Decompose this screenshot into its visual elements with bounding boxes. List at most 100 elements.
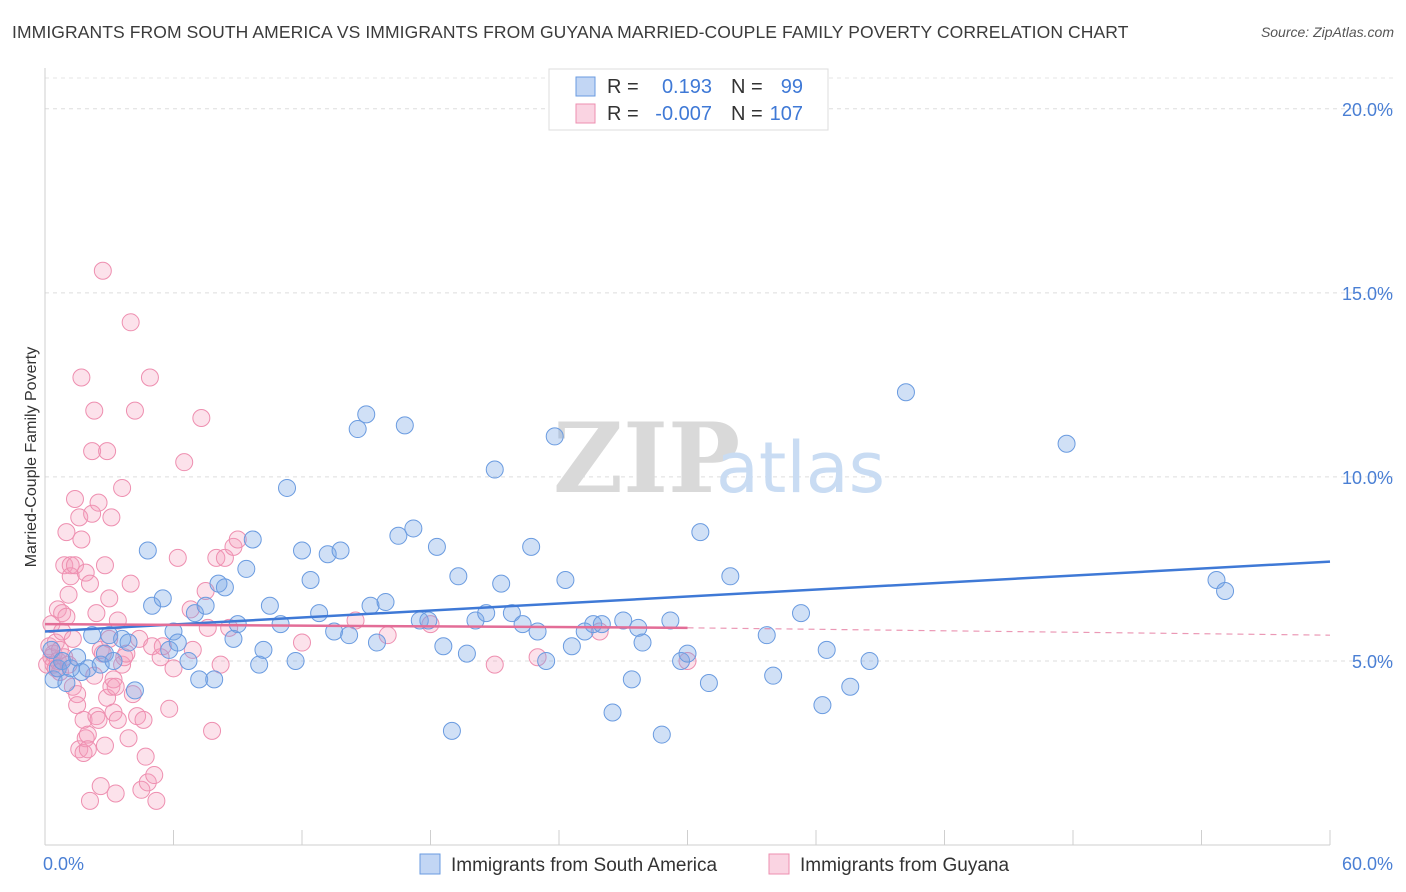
guyana-point: [203, 721, 222, 740]
south-america-point: [404, 519, 423, 538]
guyana-point: [147, 791, 166, 810]
south-america-point: [427, 537, 446, 556]
south-america-point: [1057, 434, 1076, 453]
guyana-point: [65, 489, 84, 508]
trend-lines: [44, 560, 1331, 636]
guyana-point: [80, 574, 99, 593]
south-america-point: [179, 651, 198, 670]
south-america-point: [254, 640, 273, 659]
guyana-point: [106, 784, 125, 803]
south-america-point: [556, 570, 575, 589]
guyana-point: [125, 401, 144, 420]
watermark-zip: ZIP: [553, 402, 740, 515]
south-america-point: [860, 651, 879, 670]
south-america-point: [250, 655, 269, 674]
south-america-point: [528, 622, 547, 641]
guyana-point: [93, 261, 112, 280]
south-america-point: [42, 640, 61, 659]
guyana-point: [57, 523, 76, 542]
south-america-point: [357, 405, 376, 424]
south-america-point: [224, 629, 243, 648]
south-america-point: [286, 651, 305, 670]
legend-swatch-blue: [575, 76, 596, 97]
bottom-legend-swatch-pink: [768, 853, 790, 875]
guyana-point: [65, 556, 84, 575]
guyana-point: [136, 747, 155, 766]
guyana-point: [72, 368, 91, 387]
guyana-point: [175, 453, 194, 472]
guyana-point: [164, 659, 183, 678]
south-america-point: [633, 633, 652, 652]
y-tick-label: 15.0%: [1342, 284, 1393, 304]
south-america-point: [672, 651, 691, 670]
south-america-point: [331, 541, 350, 560]
bottom-legend-label-guyana: Immigrants from Guyana: [800, 855, 1009, 876]
guyana-point: [85, 401, 104, 420]
south-america-point: [622, 670, 641, 689]
south-america-point: [119, 633, 138, 652]
south-america-point: [348, 420, 367, 439]
south-america-point: [185, 604, 204, 623]
south-america-point: [691, 523, 710, 542]
guyana-point: [63, 629, 82, 648]
guyana-point: [98, 442, 117, 461]
guyana-point: [83, 442, 102, 461]
south-america-point: [537, 651, 556, 670]
south-america-point: [492, 574, 511, 593]
south-america-point: [325, 622, 344, 641]
south-america-point: [237, 559, 256, 578]
guyana-point: [119, 729, 138, 748]
legend-n-label-1: N =: [731, 76, 763, 98]
south-america-point: [68, 648, 87, 667]
south-america-point: [562, 637, 581, 656]
guyana-point: [100, 589, 119, 608]
south-america-point: [434, 637, 453, 656]
guyana-point: [113, 478, 132, 497]
bottom-legend: Immigrants from South America Immigrants…: [419, 853, 1009, 876]
south-america-point: [340, 626, 359, 645]
south-america-point: [215, 578, 234, 597]
guyana-point: [485, 655, 504, 674]
guyana-point: [168, 548, 187, 567]
guyana-point: [528, 648, 547, 667]
south-america-point: [164, 622, 183, 641]
south-america-point: [513, 615, 532, 634]
south-america-point: [361, 596, 380, 615]
south-america-point: [293, 541, 311, 560]
guyana-point: [220, 618, 239, 637]
legend-n-value-2: 107: [770, 103, 803, 125]
tick-labels: 5.0% 10.0% 15.0% 20.0% 0.0% 60.0%: [43, 100, 1393, 874]
south-america-point: [1216, 582, 1235, 601]
south-america-point: [813, 696, 832, 715]
series-south-america-points: [42, 383, 1235, 744]
guyana-point: [293, 633, 311, 652]
guyana-point: [83, 504, 102, 523]
guyana-point: [102, 677, 121, 696]
legend-r-value-1: 0.193: [662, 76, 712, 98]
watermark-atlas: atlas: [716, 427, 885, 509]
source-credit: Source: ZipAtlas.com: [1260, 24, 1394, 40]
guyana-point: [91, 777, 110, 796]
legend-swatch-pink: [575, 103, 596, 124]
guyana-point: [121, 574, 140, 593]
south-america-point: [764, 666, 783, 685]
south-america-point: [138, 541, 157, 560]
south-america-point: [545, 427, 564, 446]
south-america-point: [419, 611, 438, 630]
south-america-point: [278, 478, 297, 497]
guyana-point: [87, 604, 106, 623]
guyana-point: [121, 313, 140, 332]
guyana-point: [78, 740, 97, 759]
south-america-point: [310, 604, 329, 623]
south-america-point: [196, 596, 215, 615]
y-axis-label: Married-Couple Family Poverty: [23, 347, 40, 568]
south-america-point: [205, 670, 224, 689]
guyana-point: [61, 556, 80, 575]
south-america-point: [502, 604, 521, 623]
series-guyana-points: [38, 261, 697, 810]
y-tick-label: 5.0%: [1352, 652, 1393, 672]
guyana-point: [72, 530, 91, 549]
guyana-point: [89, 493, 108, 512]
south-america-point: [301, 570, 320, 589]
